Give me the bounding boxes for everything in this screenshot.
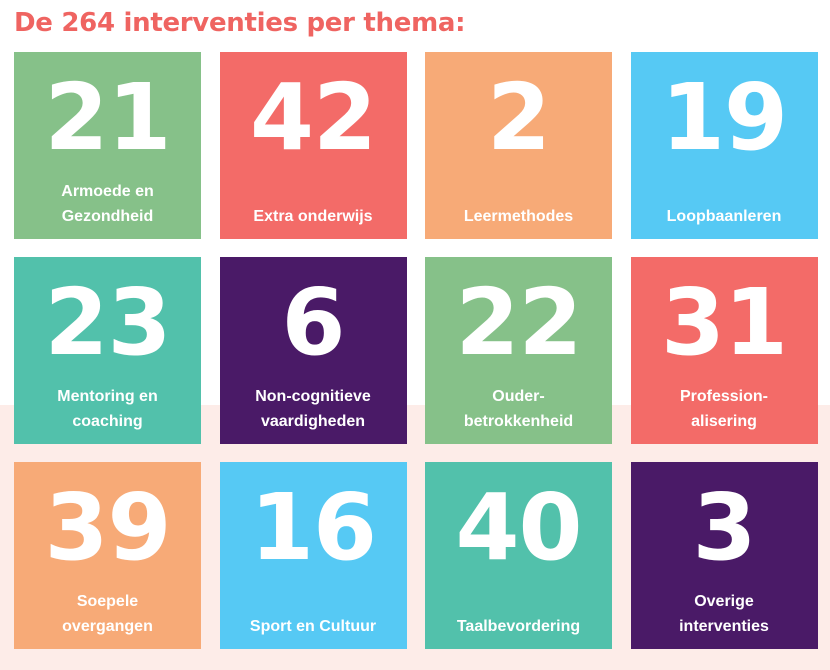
tile-count: 3: [692, 474, 756, 581]
tile-label: Non-cognitieve vaardigheden: [255, 388, 371, 430]
tile-label: Mentoring en coaching: [57, 388, 158, 430]
tile-label: Loopbaanleren: [666, 208, 782, 225]
theme-tile: 40 Taalbevordering: [425, 462, 612, 649]
theme-tile: 2 Leermethodes: [425, 52, 612, 239]
theme-tile: 42 Extra onderwijs: [219, 52, 407, 239]
tile-count: 31: [660, 269, 788, 376]
tile-label: Ouder- betrokkenheid: [463, 388, 574, 430]
theme-tile: 19 Loopbaanleren: [630, 52, 818, 239]
theme-tile: 31 Profession- alisering: [630, 257, 818, 444]
tile-label: Profession- alisering: [679, 388, 768, 430]
tile-label: Overige interventies: [679, 593, 769, 635]
tile-count: 40: [455, 474, 582, 581]
tile-label: Taalbevordering: [456, 618, 581, 635]
tile-count: 16: [249, 474, 377, 581]
tile-label: Armoede en Gezondheid: [61, 183, 154, 225]
theme-tile: 23 Mentoring en coaching: [14, 257, 201, 444]
theme-tile: 6 Non-cognitieve vaardigheden: [219, 257, 407, 444]
theme-tile: 21 Armoede en Gezondheid: [14, 52, 201, 239]
tile-count: 42: [249, 64, 377, 171]
tile-label: Sport en Cultuur: [249, 618, 377, 635]
theme-tile: 3 Overige interventies: [630, 462, 818, 649]
tile-label: Soepele overgangen: [62, 593, 153, 635]
tile-label: Leermethodes: [463, 208, 574, 225]
tile-count: 2: [486, 64, 551, 171]
tile-count: 19: [660, 64, 788, 171]
tile-label: Extra onderwijs: [253, 208, 373, 225]
tile-count: 21: [44, 64, 171, 171]
theme-tile: 39 Soepele overgangen: [14, 462, 201, 649]
tile-count: 39: [44, 474, 171, 581]
theme-grid: 21 Armoede en Gezondheid 42 Extra onderw…: [14, 52, 818, 649]
page-title: De 264 interventies per thema:: [14, 8, 466, 38]
theme-tile: 22 Ouder- betrokkenheid: [425, 257, 612, 444]
tile-count: 22: [455, 269, 582, 376]
tile-count: 23: [44, 269, 171, 376]
tile-count: 6: [281, 269, 345, 376]
theme-tile: 16 Sport en Cultuur: [219, 462, 407, 649]
